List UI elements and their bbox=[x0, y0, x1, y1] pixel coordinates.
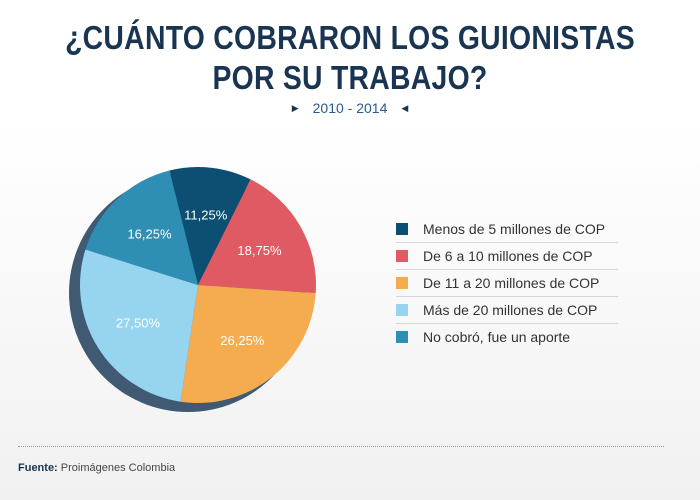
legend-label: No cobró, fue un aporte bbox=[423, 329, 571, 345]
slice-value-label: 11,25% bbox=[184, 208, 228, 223]
slice-value-label: 27,50% bbox=[116, 316, 161, 331]
source-label: Fuente: bbox=[18, 462, 58, 474]
legend-swatch bbox=[396, 223, 408, 235]
triangle-left-icon: ◀ bbox=[401, 102, 409, 113]
title-line-1: ¿CUÁNTO COBRARON LOS GUIONISTAS bbox=[65, 19, 635, 56]
legend-item: De 11 a 20 millones de COP bbox=[396, 270, 618, 297]
legend-label: De 11 a 20 millones de COP bbox=[423, 275, 600, 291]
legend-item: No cobró, fue un aporte bbox=[396, 324, 618, 350]
legend-item: Más de 20 millones de COP bbox=[396, 297, 618, 324]
pie-slice bbox=[85, 170, 198, 285]
legend-label: Más de 20 millones de COP bbox=[423, 302, 598, 318]
legend-swatch bbox=[396, 277, 408, 289]
legend-label: Menos de 5 millones de COP bbox=[423, 221, 606, 237]
legend: Menos de 5 millones de COP De 6 a 10 mill… bbox=[396, 216, 618, 350]
slice-value-label: 26,25% bbox=[220, 333, 265, 348]
legend-swatch bbox=[396, 250, 408, 262]
source-text: Proimágenes Colombia bbox=[60, 462, 176, 474]
subtitle: 2010 - 2014 bbox=[312, 100, 388, 116]
legend-swatch bbox=[396, 331, 408, 343]
pie-slice bbox=[198, 179, 316, 294]
subtitle-row: ▶ 2010 - 2014 ◀ bbox=[0, 100, 700, 116]
legend-label: De 6 a 10 millones de COP bbox=[423, 248, 593, 264]
pie-slice bbox=[80, 249, 198, 402]
triangle-right-icon: ▶ bbox=[291, 102, 299, 113]
pie-slice bbox=[169, 167, 251, 285]
pie-slice bbox=[180, 285, 316, 403]
legend-item: De 6 a 10 millones de COP bbox=[396, 243, 618, 270]
slice-value-label: 18,75% bbox=[237, 243, 282, 258]
footer-divider bbox=[18, 446, 664, 447]
legend-swatch bbox=[396, 304, 408, 316]
chart-title: ¿CUÁNTO COBRARON LOS GUIONISTAS POR SU T… bbox=[49, 18, 651, 98]
slice-value-label: 16,25% bbox=[127, 226, 172, 241]
title-line-2: POR SU TRABAJO? bbox=[212, 59, 488, 96]
legend-item: Menos de 5 millones de COP bbox=[396, 216, 618, 243]
source-note: Fuente: Proimágenes Colombia bbox=[18, 462, 175, 474]
